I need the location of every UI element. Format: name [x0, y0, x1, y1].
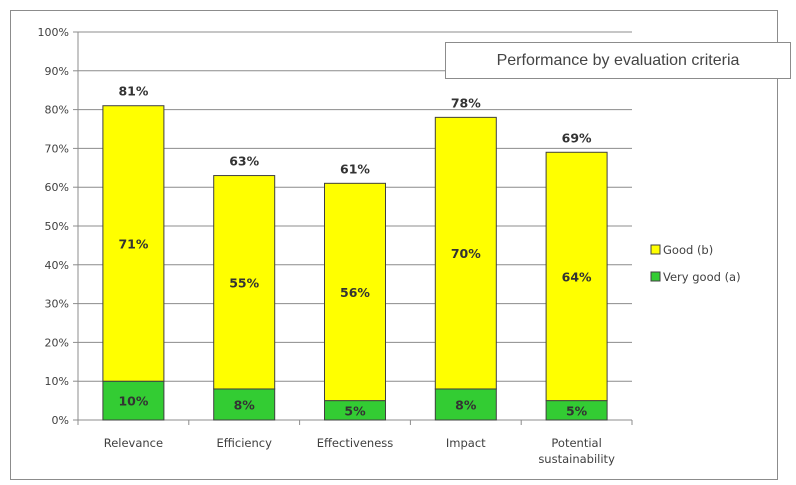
bar-value-label: 70% [451, 246, 481, 261]
chart-title: Performance by evaluation criteria [445, 42, 791, 79]
y-tick-label: 20% [45, 336, 69, 349]
bar-value-label: 8% [234, 397, 256, 412]
y-tick-label: 80% [45, 104, 69, 117]
bar-value-label: 55% [229, 275, 259, 290]
bar-value-label: 8% [455, 397, 477, 412]
bar-value-label: 64% [562, 269, 592, 284]
bar-value-label: 5% [344, 403, 366, 418]
bar-total-label: 81% [118, 84, 148, 99]
bar-value-label: 5% [566, 403, 588, 418]
category-label: sustainability [538, 452, 615, 466]
bar-good [434, 116, 497, 390]
category-label: Impact [446, 436, 486, 450]
legend-label: Good (b) [663, 243, 713, 257]
bar-value-label: 56% [340, 285, 370, 300]
bar-very-good [102, 380, 165, 421]
bar-very-good [434, 388, 497, 421]
y-tick-label: 50% [45, 220, 69, 233]
category-label: Effectiveness [317, 436, 394, 450]
bar-good [545, 151, 608, 402]
y-tick-label: 90% [45, 65, 69, 78]
bar-good [324, 182, 386, 402]
y-tick-label: 40% [45, 259, 69, 272]
y-tick-label: 100% [38, 26, 69, 39]
bar-good [102, 105, 165, 382]
y-tick-label: 70% [45, 142, 69, 155]
category-label: Relevance [104, 436, 163, 450]
bar-value-label: 71% [118, 236, 148, 251]
bar-value-label: 10% [118, 394, 148, 409]
legend-label: Very good (a) [663, 270, 741, 284]
bar-total-label: 78% [451, 95, 481, 110]
y-tick-label: 10% [45, 375, 69, 388]
bar-total-label: 61% [340, 161, 370, 176]
y-tick-label: 0% [52, 414, 69, 427]
y-tick-label: 30% [45, 298, 69, 311]
bar-total-label: 63% [229, 154, 259, 169]
legend-swatch [650, 244, 661, 255]
bar-good [213, 175, 276, 390]
bar-very-good [213, 388, 276, 421]
bar-total-label: 69% [562, 130, 592, 145]
category-label: Efficiency [216, 436, 272, 450]
category-label: Potential [551, 436, 601, 450]
legend-swatch [650, 271, 661, 282]
y-tick-label: 60% [45, 181, 69, 194]
